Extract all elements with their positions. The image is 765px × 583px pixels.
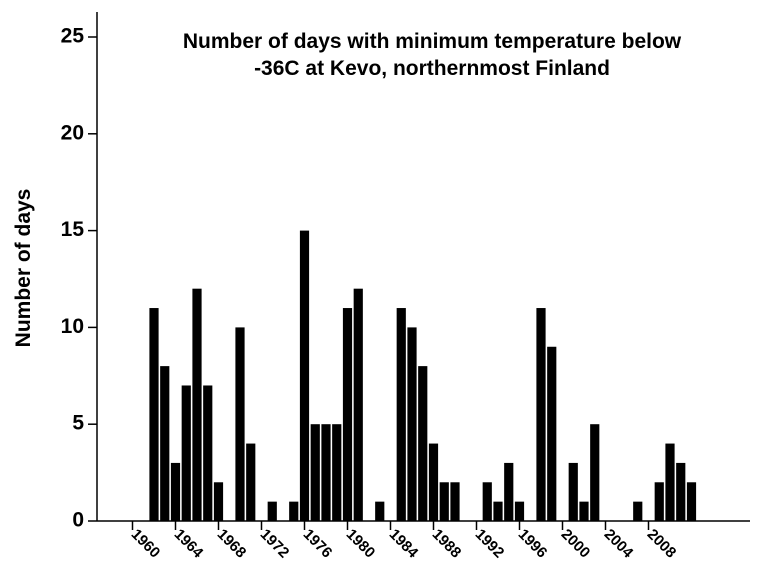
x-tick-label: 1964	[171, 526, 207, 562]
bar	[482, 482, 492, 521]
bar	[181, 385, 191, 521]
bar	[633, 501, 643, 521]
bar	[579, 501, 589, 521]
y-tick-label: 20	[61, 121, 84, 144]
x-tick-label: 1992	[472, 526, 508, 562]
x-tick-label: 1980	[343, 526, 379, 562]
bar	[160, 366, 170, 521]
bar	[267, 501, 277, 521]
x-tick-label: 1976	[300, 526, 336, 562]
bar	[321, 424, 331, 521]
bar	[514, 501, 525, 521]
x-tick-label: 1968	[214, 526, 250, 562]
y-tick-label: 10	[61, 315, 84, 338]
y-tick-label: 15	[61, 218, 85, 241]
chart-title: Number of days with minimum temperature …	[183, 30, 682, 53]
y-tick-label: 0	[72, 509, 84, 532]
bar	[504, 462, 514, 521]
bar	[149, 308, 159, 521]
bar	[418, 366, 428, 521]
bar	[342, 308, 353, 521]
y-axis-label: Number of days	[12, 189, 35, 348]
bar	[353, 288, 363, 521]
x-tick-label: 2004	[601, 526, 637, 562]
x-tick-label: 2008	[644, 526, 680, 562]
chart-title: -36C at Kevo, northernmost Finland	[254, 57, 610, 80]
bar	[654, 482, 664, 521]
bar	[676, 462, 686, 521]
bar	[170, 462, 181, 521]
bar	[407, 327, 417, 521]
bar	[665, 443, 675, 521]
x-tick-label: 1988	[429, 526, 465, 562]
bar	[213, 482, 224, 521]
bar	[439, 482, 449, 521]
bar	[299, 230, 310, 521]
y-tick-label: 25	[61, 25, 85, 48]
bar	[192, 288, 202, 521]
bar	[547, 346, 557, 521]
x-tick-label: 1996	[515, 526, 551, 562]
bar	[332, 424, 342, 521]
x-tick-label: 1960	[128, 526, 164, 562]
bar	[396, 308, 406, 521]
bar	[568, 462, 578, 521]
bar	[493, 501, 503, 521]
bar	[428, 443, 439, 521]
bar	[375, 501, 385, 521]
bar	[686, 482, 697, 521]
x-tick-label: 2000	[558, 526, 594, 562]
y-tick-label: 5	[72, 412, 84, 435]
bar	[289, 501, 299, 521]
x-tick-label: 1984	[386, 526, 422, 562]
bar	[246, 443, 256, 521]
bar	[203, 385, 213, 521]
bar	[590, 424, 600, 521]
bar	[450, 482, 460, 521]
bar	[310, 424, 320, 521]
bar	[235, 327, 245, 521]
x-tick-label: 1972	[257, 526, 293, 562]
bar	[536, 308, 546, 521]
